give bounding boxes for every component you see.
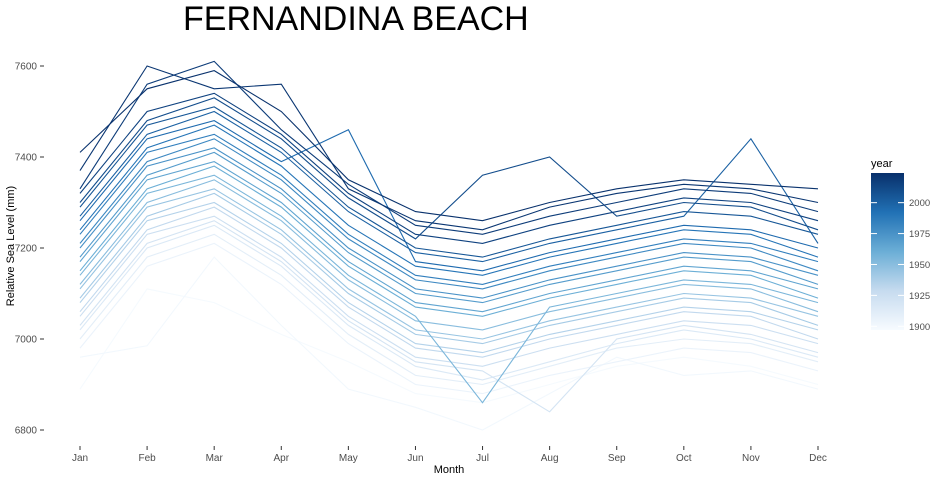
x-axis: Jan Feb Mar Apr May Jun Jul Aug Sep Oct Nov Dec bbox=[72, 446, 827, 464]
legend-tick-label: 1900 bbox=[909, 322, 930, 333]
y-tick-label: 6800 bbox=[15, 426, 38, 437]
legend-title: year bbox=[871, 158, 893, 170]
series-line-1915 bbox=[79, 224, 819, 381]
series-line-2010 bbox=[79, 97, 819, 240]
x-tick-label: Oct bbox=[676, 453, 692, 464]
x-tick-label: Apr bbox=[273, 453, 289, 464]
series-line-1975 bbox=[79, 147, 819, 299]
x-tick-label: Jun bbox=[407, 453, 423, 464]
series-line-1930 bbox=[79, 206, 819, 358]
series-line-2023 bbox=[79, 70, 819, 222]
y-tick-label: 7200 bbox=[15, 244, 38, 255]
legend-tick-label: 1925 bbox=[909, 291, 930, 302]
series-line-1970 bbox=[79, 151, 819, 304]
y-tick-label: 7000 bbox=[15, 335, 38, 346]
legend-tick-label: 2000 bbox=[909, 198, 930, 209]
y-tick-label: 7400 bbox=[15, 153, 38, 164]
y-tick-label: 7600 bbox=[15, 62, 38, 73]
series-line-1940 bbox=[79, 192, 819, 345]
series-layer bbox=[79, 60, 819, 431]
series-line-1995 bbox=[79, 120, 819, 272]
x-tick-label: Dec bbox=[809, 453, 827, 464]
series-line-1920 bbox=[79, 220, 819, 413]
series-line-1960 bbox=[79, 165, 819, 317]
series-line-1910 bbox=[79, 233, 819, 386]
x-tick-label: May bbox=[339, 453, 358, 464]
legend-colorbar bbox=[871, 173, 904, 330]
x-tick-label: Jul bbox=[476, 453, 489, 464]
series-line-2018 bbox=[79, 60, 819, 235]
x-tick-label: Sep bbox=[608, 453, 626, 464]
x-tick-label: Jan bbox=[72, 453, 88, 464]
x-tick-label: Aug bbox=[541, 453, 559, 464]
series-line-1965 bbox=[79, 161, 819, 313]
x-tick-label: Nov bbox=[742, 453, 760, 464]
x-axis-title: Month bbox=[434, 464, 465, 476]
chart-title: FERNANDINA BEACH bbox=[183, 0, 529, 38]
legend-tick-label: 1975 bbox=[909, 229, 930, 240]
series-line-1990 bbox=[79, 124, 819, 276]
x-tick-label: Mar bbox=[206, 453, 224, 464]
series-line-2021 bbox=[79, 65, 819, 231]
series-line-2015 bbox=[79, 92, 819, 244]
legend-tick-label: 1950 bbox=[909, 260, 930, 271]
y-axis: 6800 7000 7200 7400 7600 bbox=[15, 62, 44, 437]
series-line-1945 bbox=[79, 188, 819, 340]
series-line-1955 bbox=[79, 174, 819, 404]
series-line-1935 bbox=[79, 201, 819, 354]
series-line-1925 bbox=[79, 215, 819, 367]
year-colorbar-legend: year 1900 1925 1950 1975 2000 bbox=[871, 158, 930, 333]
series-line-2005 bbox=[79, 106, 819, 258]
series-line-1985 bbox=[79, 133, 819, 285]
series-line-1900 bbox=[79, 256, 819, 431]
series-line-1898 bbox=[79, 288, 819, 404]
series-line-1905 bbox=[79, 242, 819, 395]
x-tick-label: Feb bbox=[138, 453, 156, 464]
legend-ticks: 1900 1925 1950 1975 2000 bbox=[871, 198, 930, 333]
series-line-1950 bbox=[79, 179, 819, 331]
y-axis-title: Relative Sea Level (mm) bbox=[5, 186, 17, 306]
series-line-1980 bbox=[79, 138, 819, 290]
